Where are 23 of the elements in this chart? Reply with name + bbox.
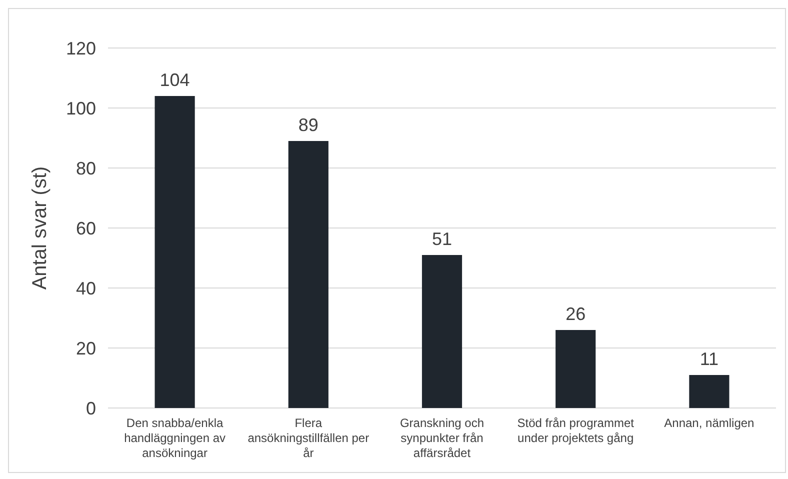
y-tick-label: 20: [76, 338, 96, 358]
data-label: 26: [566, 304, 586, 324]
x-tick-label: Annan, nämligen: [664, 416, 754, 430]
y-tick-label: 120: [66, 38, 96, 58]
x-tick-label: Granskning och synpunkter från affärsrådet: [400, 416, 484, 460]
data-label: 51: [432, 229, 452, 249]
y-axis-title: Antal svar (st): [29, 166, 51, 290]
data-label: 89: [298, 115, 318, 135]
bar: [154, 96, 195, 408]
y-tick-label: 60: [76, 218, 96, 238]
bar: [422, 255, 462, 408]
y-tick-label: 40: [76, 278, 96, 298]
data-label: 104: [160, 70, 190, 90]
y-tick-label: 0: [86, 398, 96, 418]
data-label: 11: [700, 349, 719, 369]
x-tick-label: Flera ansökningstillfällen per år: [248, 416, 370, 460]
x-tick-label: Den snabba/enkla handläggningen av ansökningar: [124, 416, 226, 460]
bar: [556, 330, 596, 408]
y-tick-label: 100: [66, 98, 96, 118]
bar: [689, 375, 730, 408]
bar: [288, 141, 328, 408]
x-tick-label: Stöd från programmet under projektets gång: [517, 416, 635, 445]
y-tick-label: 80: [76, 158, 96, 178]
